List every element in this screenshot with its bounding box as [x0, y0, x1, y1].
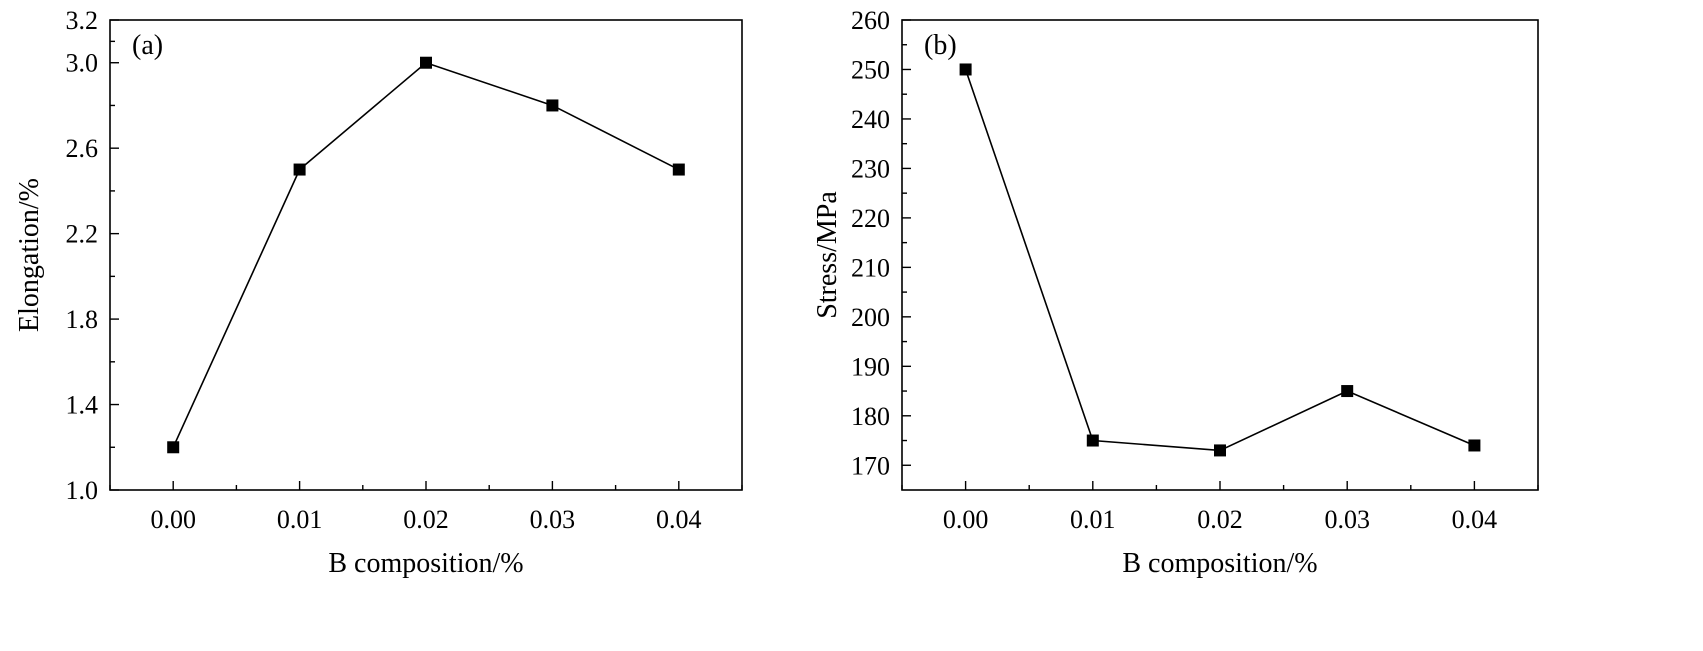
data-point: [293, 163, 306, 176]
y-tick-label: 190: [851, 352, 890, 381]
x-tick-label: 0.02: [1197, 505, 1243, 534]
y-tick-label: 220: [851, 204, 890, 233]
y-tick-label: 1.4: [66, 391, 99, 420]
data-point: [959, 63, 972, 76]
y-tick-label: 2.2: [66, 220, 99, 249]
y-axis-title: Elongation/%: [14, 178, 45, 332]
x-tick-label: 0.04: [656, 505, 702, 534]
x-axis-title: B composition/%: [328, 548, 523, 579]
plot-frame: [109, 19, 743, 491]
series-line: [964, 69, 1475, 452]
x-tick-label: 0.03: [530, 505, 576, 534]
panel-label: (b): [924, 30, 957, 61]
y-tick-label: 230: [851, 154, 890, 183]
y-tick-label: 3.0: [66, 49, 99, 78]
data-point: [546, 99, 559, 112]
y-tick-label: 240: [851, 105, 890, 134]
y-tick-label: 1.8: [66, 305, 99, 334]
x-tick-label: 0.02: [403, 505, 449, 534]
x-tick-label: 0.00: [943, 505, 989, 534]
data-point: [167, 441, 180, 454]
y-tick-label: 210: [851, 253, 890, 282]
x-tick-label: 0.04: [1452, 505, 1498, 534]
y-tick-label: 260: [851, 6, 890, 35]
data-point: [1468, 439, 1481, 452]
data-point: [672, 163, 685, 176]
y-tick-label: 3.2: [66, 6, 99, 35]
series-line: [172, 61, 680, 448]
y-tick-label: 2.6: [66, 134, 99, 163]
data-point: [1086, 434, 1099, 447]
y-tick-label: 180: [851, 402, 890, 431]
y-tick-label: 170: [851, 451, 890, 480]
y-axis-title: Stress/MPa: [812, 191, 843, 319]
data-point: [1214, 444, 1226, 457]
x-tick-label: 0.01: [1070, 505, 1116, 534]
x-tick-label: 0.00: [150, 505, 196, 534]
data-point: [1341, 385, 1354, 398]
data-point: [420, 56, 432, 69]
y-tick-label: 200: [851, 303, 890, 332]
panel-label: (a): [132, 30, 163, 61]
chart-panel-a: 0.00 0.01 0.02 0.03 0.04 1.0 1.4 1.8 2.2 2.6 3.0 3.…: [14, 6, 743, 579]
x-tick-label: 0.03: [1324, 505, 1370, 534]
y-tick-label: 1.0: [66, 476, 99, 505]
x-axis-title: B composition/%: [1122, 548, 1317, 579]
x-tick-label: 0.01: [277, 505, 323, 534]
chart-panel-b: 0.00 0.01 0.02 0.03 0.04 170 180 190 200 210 220 23…: [812, 6, 1539, 579]
plot-frame: [901, 19, 1539, 491]
y-tick-label: 250: [851, 55, 890, 84]
